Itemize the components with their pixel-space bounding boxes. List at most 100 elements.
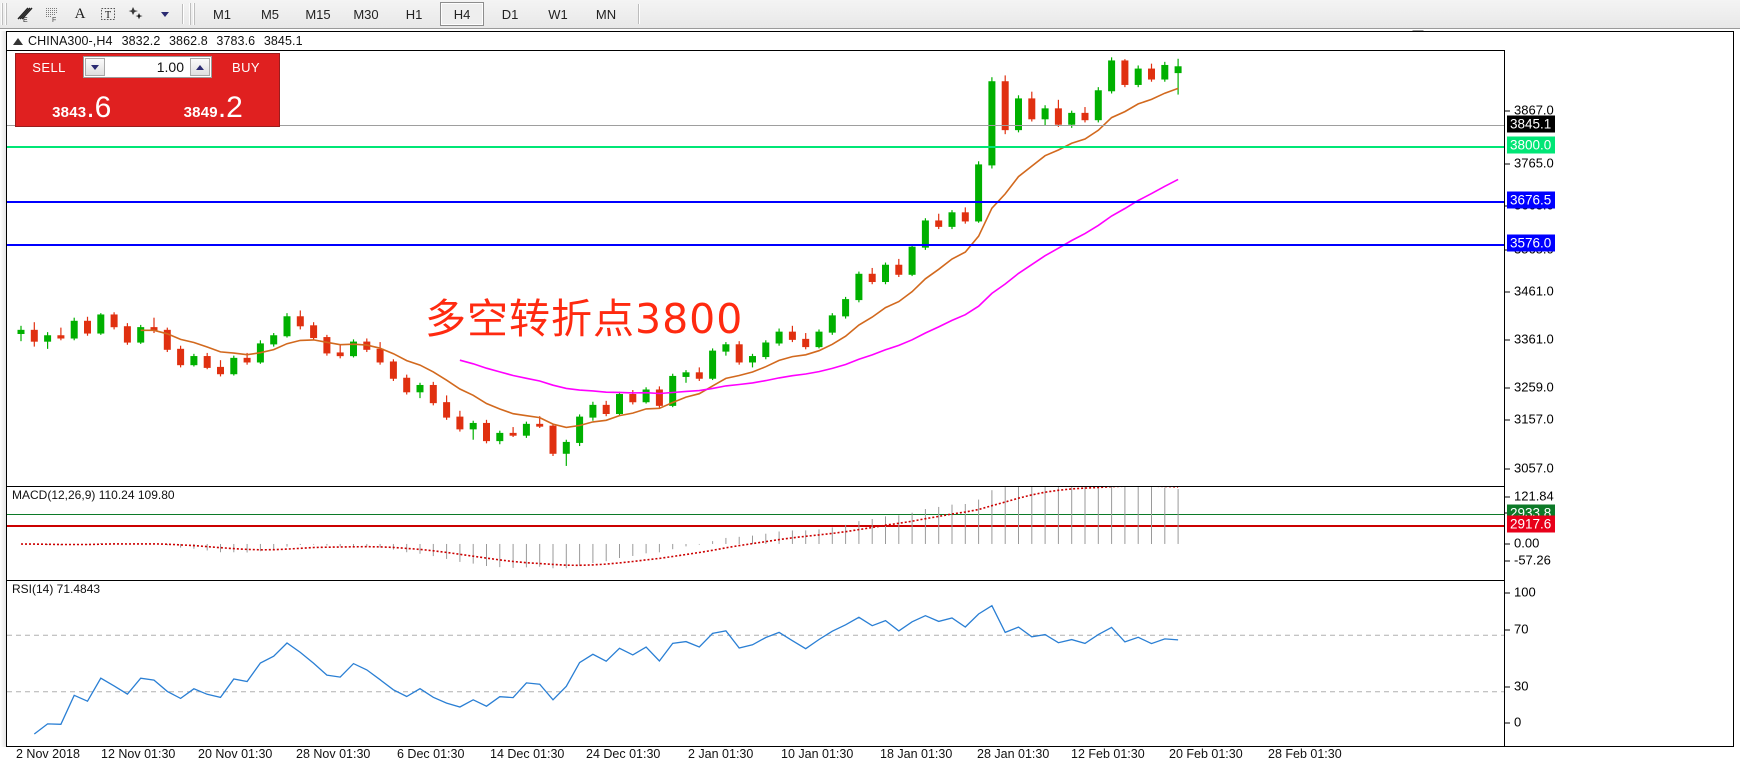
toolbar-separator-right	[638, 4, 640, 24]
time-tick: 6 Dec 01:30	[397, 747, 465, 761]
grid-icon[interactable]: F	[38, 2, 66, 26]
text-tool-icon[interactable]: A	[74, 5, 86, 22]
toolbar-separator	[182, 4, 184, 24]
price-pane[interactable]: 多空转折点3800	[7, 50, 1504, 527]
level-3676-line[interactable]	[7, 201, 1504, 203]
sell-price[interactable]: 3843 .6	[17, 80, 147, 125]
level-3576-line[interactable]	[7, 244, 1504, 246]
rsi-tick-30: 30	[1505, 679, 1528, 694]
rsi-plot	[7, 604, 1504, 735]
timeframe-d1[interactable]: D1	[501, 6, 519, 22]
time-tick: 18 Jan 01:30	[880, 747, 953, 761]
open-value: 3832.2	[121, 34, 161, 48]
rsi-line	[33, 604, 1179, 735]
timeframe-h4[interactable]: H4	[440, 2, 484, 26]
low-value: 3783.6	[216, 34, 256, 48]
macd-tick-0.00: 0.00	[1505, 536, 1539, 551]
chart-window: CHINA300-,H4 3832.2 3862.8 3783.6 3845.1…	[6, 31, 1734, 747]
rsi-pane[interactable]: RSI(14) 71.4843	[7, 580, 1504, 746]
rsi-tick-100: 100	[1505, 585, 1536, 600]
main-toolbar: E F A T M1 M5 M15 M30 H1 H4 D1 W1 MN	[0, 0, 1740, 29]
macd-label: MACD(12,26,9) 110.24 109.80	[12, 488, 175, 502]
timeframe-m30[interactable]: M30	[353, 6, 379, 22]
time-tick: 24 Dec 01:30	[586, 747, 661, 761]
volume-increment-button[interactable]	[190, 58, 210, 76]
time-tick: 28 Feb 01:30	[1268, 747, 1342, 761]
macd-plot	[20, 487, 1179, 569]
close-value: 3845.1	[263, 34, 303, 48]
level-3800-line[interactable]	[7, 146, 1504, 148]
macd-pane[interactable]: MACD(12,26,9) 110.24 109.80	[7, 486, 1504, 579]
volume-value[interactable]: 1.00	[156, 59, 184, 75]
price-tick-3057.0: 3057.0	[1505, 461, 1554, 476]
one-click-trading-prices: 3843 .6 3849 .2	[16, 80, 279, 126]
bid-line[interactable]	[7, 514, 1504, 515]
ask-badge: 2917.6	[1507, 515, 1556, 533]
rsi-tick-0: 0	[1505, 715, 1521, 730]
timeframe-m5[interactable]: M5	[260, 6, 280, 22]
rsi-label: RSI(14) 71.4843	[12, 582, 101, 596]
time-tick: 12 Nov 01:30	[101, 747, 176, 761]
toolbar-drag-handle[interactable]	[1, 3, 8, 25]
price-tick-3259.0: 3259.0	[1505, 380, 1554, 395]
price-tick-3765.0: 3765.0	[1505, 156, 1554, 171]
macd-signal-line	[20, 487, 1179, 567]
price-tick-3867.0: 3867.0	[1505, 103, 1554, 118]
timeframe-m1[interactable]: M1	[212, 6, 232, 22]
timeframe-m15[interactable]: M15	[305, 6, 331, 22]
ask-line[interactable]	[7, 525, 1504, 527]
high-value: 3862.8	[168, 34, 208, 48]
price-tick-3461.0: 3461.0	[1505, 284, 1554, 299]
one-click-trading-header: SELL 1.00 BUY	[16, 54, 279, 80]
time-tick: 10 Jan 01:30	[781, 747, 854, 761]
macd-tick-121.84: 121.84	[1505, 489, 1554, 504]
ma-line-slow	[459, 178, 1179, 395]
level-3676-badge: 3676.5	[1507, 191, 1556, 209]
left-rail	[0, 31, 6, 747]
new-chart-icon[interactable]: E	[10, 2, 38, 26]
sell-button[interactable]: SELL	[32, 59, 66, 75]
volume-decrement-button[interactable]	[85, 58, 105, 76]
time-tick: 20 Nov 01:30	[198, 747, 273, 761]
objects-icon[interactable]	[122, 2, 150, 26]
timeframe-w1[interactable]: W1	[548, 6, 568, 22]
price-candles	[17, 57, 1182, 466]
level-3576-badge: 3576.0	[1507, 234, 1556, 252]
sell-price-integer: 3843	[52, 104, 87, 121]
timeframe-group: M1 M5 M15 M30 H1 H4 D1 W1 MN	[198, 2, 630, 26]
last-price-line[interactable]	[7, 125, 1504, 126]
label-tool-icon[interactable]: T	[94, 2, 122, 26]
level-3800-badge: 3800.0	[1507, 136, 1556, 154]
rsi-tick-70: 70	[1505, 622, 1528, 637]
time-tick: 28 Jan 01:30	[977, 747, 1050, 761]
buy-price-integer: 3849	[183, 104, 218, 121]
volume-stepper[interactable]: 1.00	[83, 56, 212, 78]
sell-price-decimal: .6	[86, 91, 112, 124]
buy-price-decimal: .2	[217, 91, 243, 124]
timeframe-h1[interactable]: H1	[405, 6, 423, 22]
time-tick: 20 Feb 01:30	[1169, 747, 1243, 761]
timeframe-drag-handle[interactable]	[189, 3, 196, 25]
svg-text:F: F	[52, 17, 56, 23]
chart-annotation-text: 多空转折点3800	[425, 295, 744, 343]
symbol-label: CHINA300-,H4	[28, 34, 113, 48]
time-tick: 2 Jan 01:30	[688, 747, 754, 761]
time-tick: 12 Feb 01:30	[1071, 747, 1145, 761]
macd-tick--57.26: -57.26	[1505, 553, 1551, 568]
price-tick-3157.0: 3157.0	[1505, 412, 1554, 427]
buy-price[interactable]: 3849 .2	[148, 80, 278, 125]
time-axis[interactable]: 2 Nov 2018 12 Nov 01:30 20 Nov 01:30 28 Nov…	[6, 747, 1734, 764]
timeframe-mn[interactable]: MN	[595, 6, 617, 22]
time-tick: 28 Nov 01:30	[296, 747, 371, 761]
buy-button[interactable]: BUY	[232, 59, 260, 75]
ma-line-fast	[140, 87, 1179, 429]
price-axis[interactable]: 3867.03765.03663.03565.03461.03361.03259…	[1504, 50, 1733, 746]
ohlc-values: 3832.2 3862.8 3783.6 3845.1	[122, 34, 308, 48]
last-price-badge: 3845.1	[1507, 115, 1556, 133]
time-tick: 14 Dec 01:30	[490, 747, 565, 761]
collapse-triangle-icon[interactable]	[13, 37, 23, 45]
price-tick-3361.0: 3361.0	[1505, 332, 1554, 347]
one-click-trading-panel[interactable]: SELL 1.00 BUY 3843 .6 3849 .2	[15, 53, 280, 127]
objects-dropdown-arrow[interactable]	[150, 2, 178, 26]
time-tick: 2 Nov 2018	[16, 747, 80, 761]
